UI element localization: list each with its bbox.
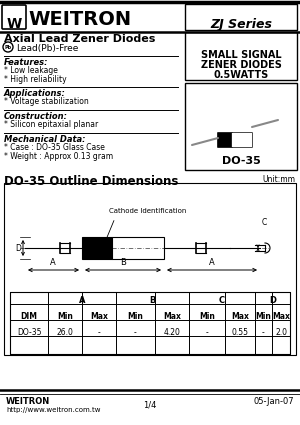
Text: Lead(Pb)-Free: Lead(Pb)-Free <box>16 44 78 53</box>
Text: W: W <box>6 17 22 31</box>
Text: 4.20: 4.20 <box>164 328 180 337</box>
Text: B: B <box>120 258 126 267</box>
FancyBboxPatch shape <box>232 133 253 147</box>
Text: C: C <box>262 218 267 227</box>
Bar <box>185 32 297 80</box>
Text: Max: Max <box>163 312 181 321</box>
Text: Min: Min <box>256 312 272 321</box>
Text: Applications:: Applications: <box>4 89 66 98</box>
Text: DIM: DIM <box>20 312 38 321</box>
Text: D: D <box>269 296 276 305</box>
Text: -: - <box>262 328 265 337</box>
Text: * Weight : Approx 0.13 gram: * Weight : Approx 0.13 gram <box>4 152 113 161</box>
Text: Max: Max <box>272 312 290 321</box>
Text: 26.0: 26.0 <box>57 328 74 337</box>
Text: Max: Max <box>90 312 108 321</box>
Text: DO-35: DO-35 <box>17 328 41 337</box>
Bar <box>82 237 112 259</box>
Text: 05-Jan-07: 05-Jan-07 <box>254 397 294 406</box>
Text: ZJ Series: ZJ Series <box>210 18 272 31</box>
Text: A: A <box>50 258 56 267</box>
Text: Min: Min <box>57 312 73 321</box>
Text: 0.5WATTS: 0.5WATTS <box>213 70 268 80</box>
Text: -: - <box>206 328 208 337</box>
Text: Max: Max <box>231 312 249 321</box>
Text: ZENER DIODES: ZENER DIODES <box>201 60 281 70</box>
Text: DO-35: DO-35 <box>222 156 260 166</box>
Text: 0.55: 0.55 <box>232 328 248 337</box>
Text: * Low leakage: * Low leakage <box>4 66 58 75</box>
Text: Cathode Identification: Cathode Identification <box>109 208 187 214</box>
Text: 2.0: 2.0 <box>275 328 287 337</box>
FancyBboxPatch shape <box>2 5 26 29</box>
Text: Features:: Features: <box>4 58 49 67</box>
Bar <box>10 292 290 354</box>
Text: Pb: Pb <box>4 45 12 49</box>
Text: D: D <box>15 244 21 252</box>
Text: A: A <box>209 258 215 267</box>
Text: Axial Lead Zener Diodes: Axial Lead Zener Diodes <box>4 34 155 44</box>
Bar <box>112 237 164 259</box>
Text: Construction:: Construction: <box>4 112 68 121</box>
Text: WEITRON: WEITRON <box>6 397 50 406</box>
Text: DO-35 Outline Dimensions: DO-35 Outline Dimensions <box>4 175 178 188</box>
Text: A: A <box>79 296 85 305</box>
Text: * Silicon epitaxial planar: * Silicon epitaxial planar <box>4 120 98 129</box>
Text: Mechanical Data:: Mechanical Data: <box>4 135 86 144</box>
Text: B: B <box>149 296 156 305</box>
Text: * High reliability: * High reliability <box>4 75 67 84</box>
FancyBboxPatch shape <box>218 133 232 147</box>
Text: http://www.weitron.com.tw: http://www.weitron.com.tw <box>6 407 100 413</box>
Text: Unit:mm: Unit:mm <box>262 175 295 184</box>
Bar <box>185 4 297 30</box>
Bar <box>4 183 296 355</box>
Text: -: - <box>98 328 100 337</box>
Text: Min: Min <box>128 312 143 321</box>
Text: -: - <box>134 328 137 337</box>
Text: SMALL SIGNAL: SMALL SIGNAL <box>201 50 281 60</box>
Bar <box>185 83 297 170</box>
Text: 1/4: 1/4 <box>143 401 157 410</box>
Text: Min: Min <box>199 312 215 321</box>
Text: * Case : DO-35 Glass Case: * Case : DO-35 Glass Case <box>4 143 105 152</box>
Text: WEITRON: WEITRON <box>28 10 131 29</box>
Text: C: C <box>219 296 225 305</box>
Text: * Voltage stabilization: * Voltage stabilization <box>4 97 89 106</box>
